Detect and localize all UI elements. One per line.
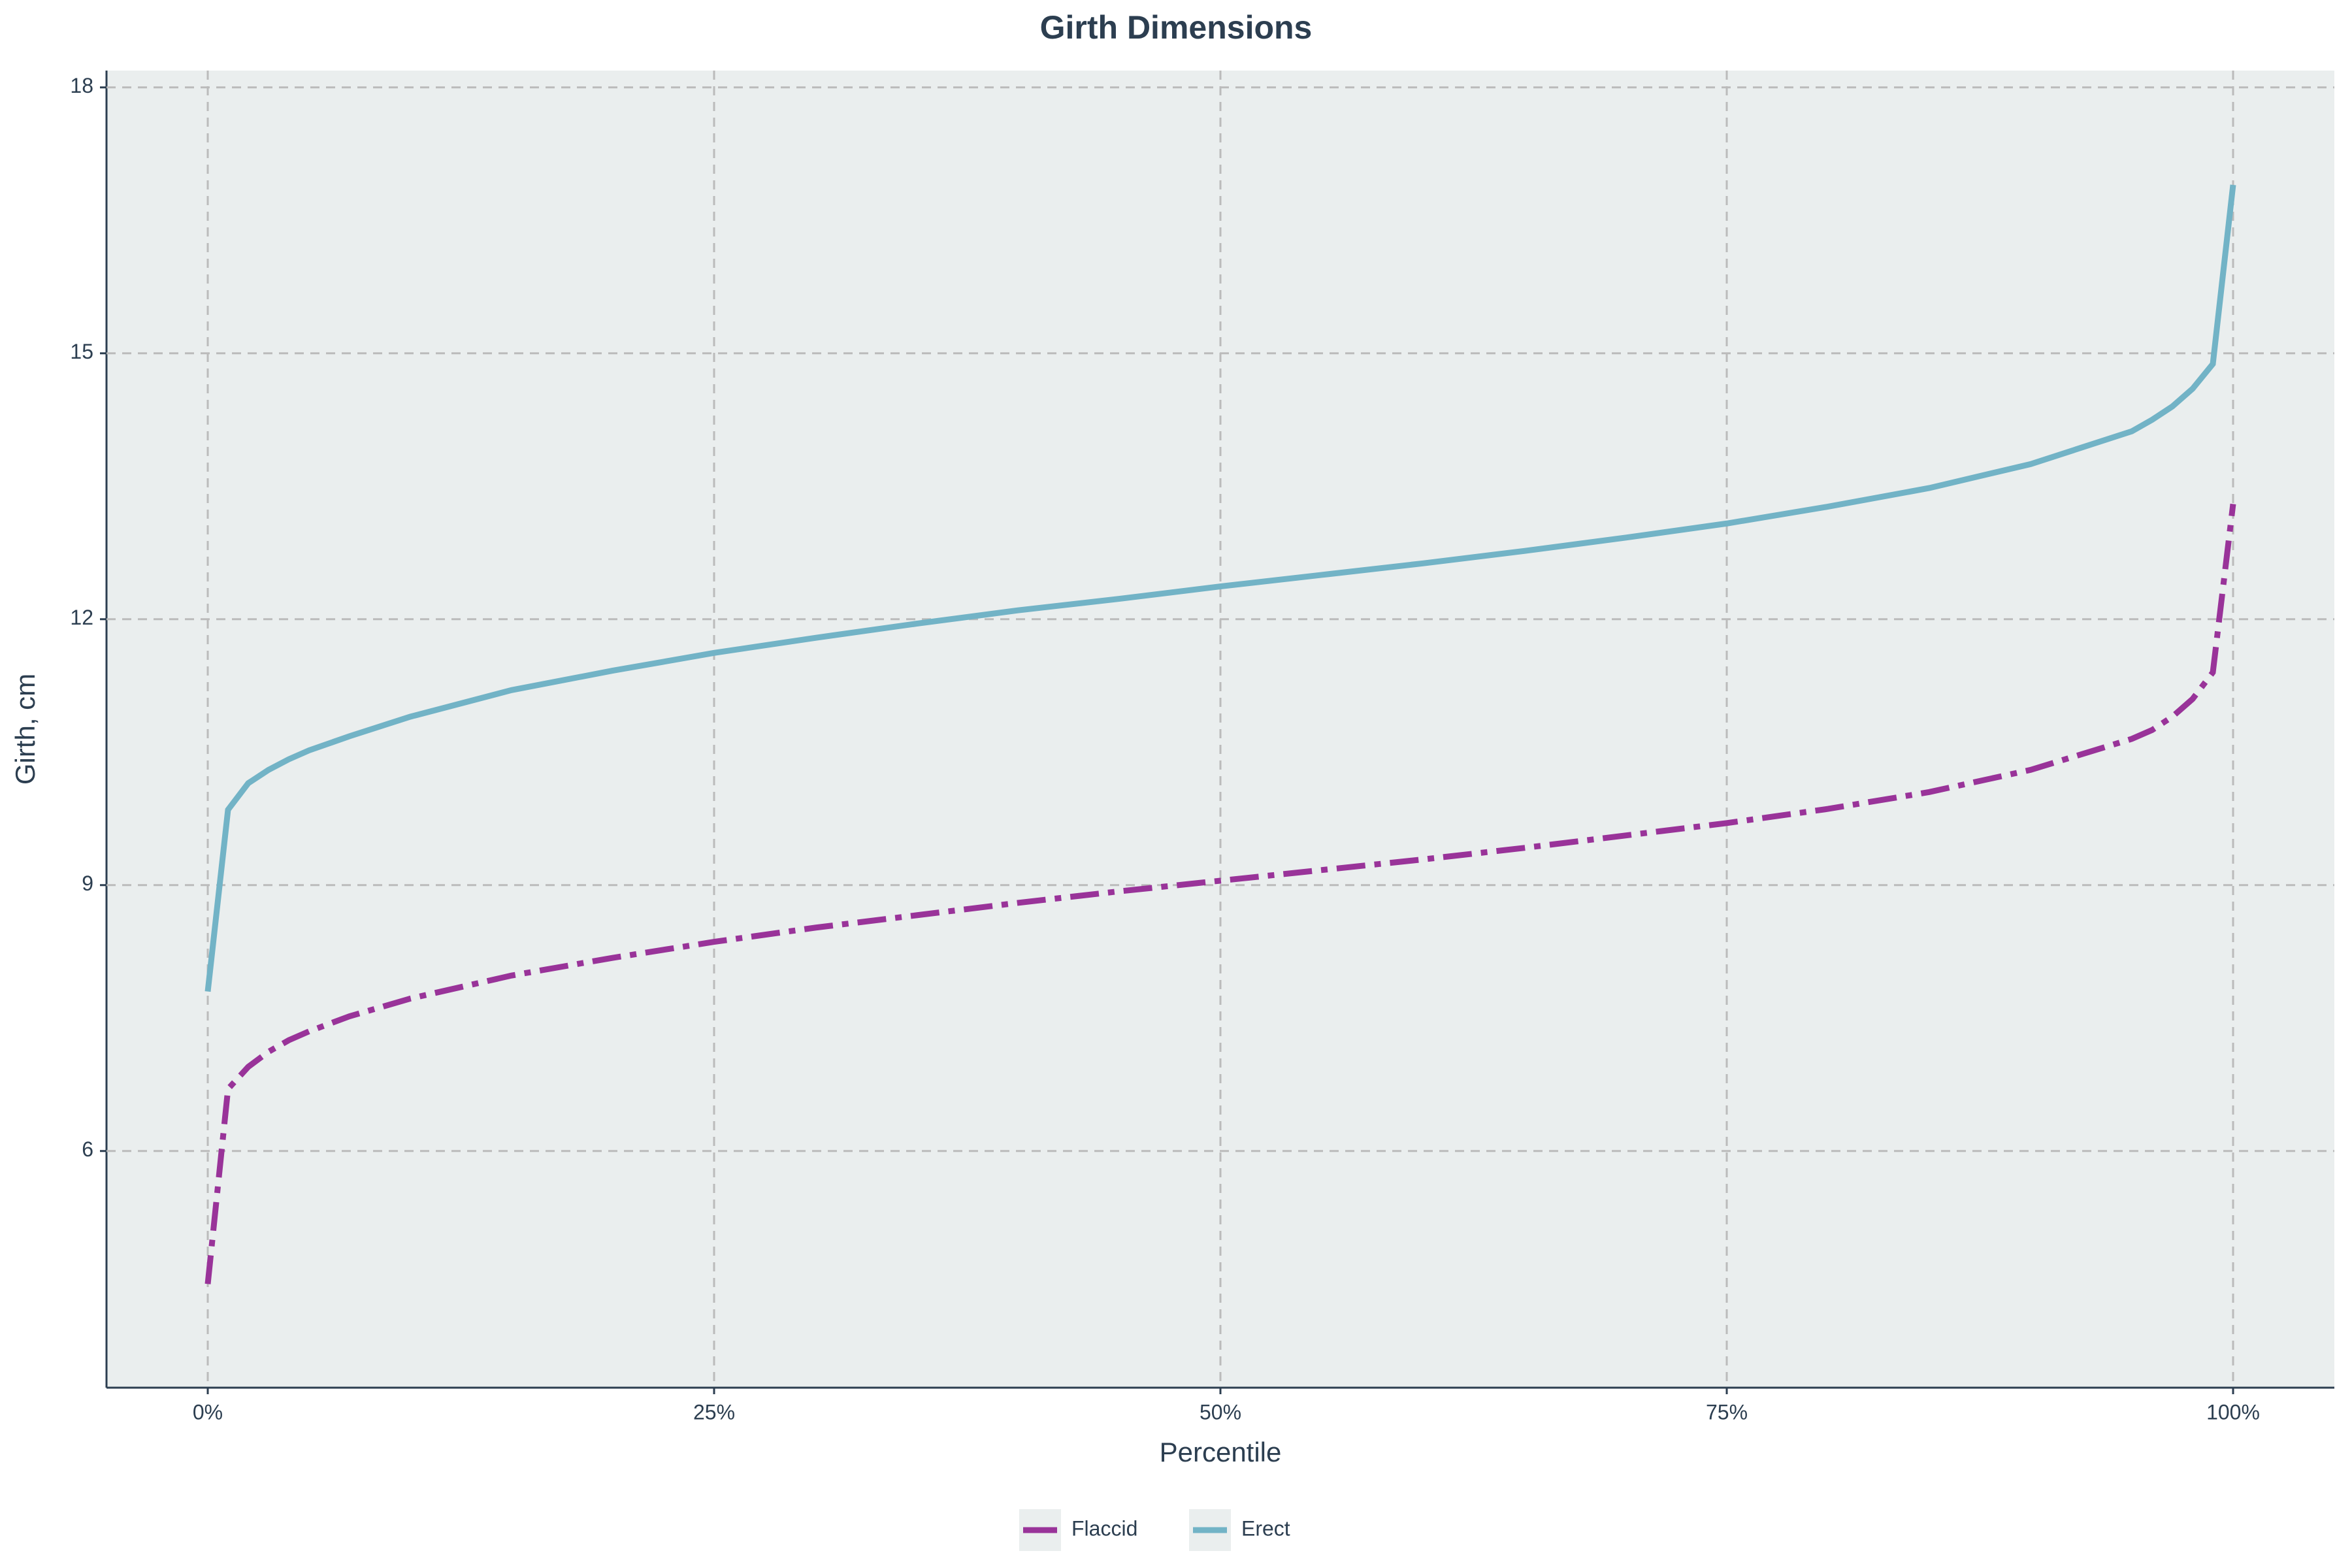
chart-title: Girth Dimensions: [1040, 9, 1313, 46]
x-axis-label: Percentile: [1160, 1437, 1282, 1467]
y-tick-label: 18: [70, 74, 93, 97]
x-tick-label: 25%: [693, 1400, 735, 1424]
y-tick-label: 6: [82, 1137, 93, 1161]
series-line: [204, 503, 2236, 1284]
y-tick-label: 12: [70, 606, 93, 629]
x-tick-label: 0%: [193, 1400, 223, 1424]
series-line: [204, 184, 2236, 992]
legend-label: Flaccid: [1071, 1516, 1137, 1540]
x-tick-label: 75%: [1706, 1400, 1748, 1424]
y-tick-label: 9: [82, 872, 93, 895]
y-tick-label: 15: [70, 340, 93, 363]
legend-label: Erect: [1241, 1516, 1290, 1540]
y-axis-label: Girth, cm: [10, 674, 41, 785]
x-tick-label: 100%: [2206, 1400, 2260, 1424]
x-tick-label: 50%: [1200, 1400, 1241, 1424]
